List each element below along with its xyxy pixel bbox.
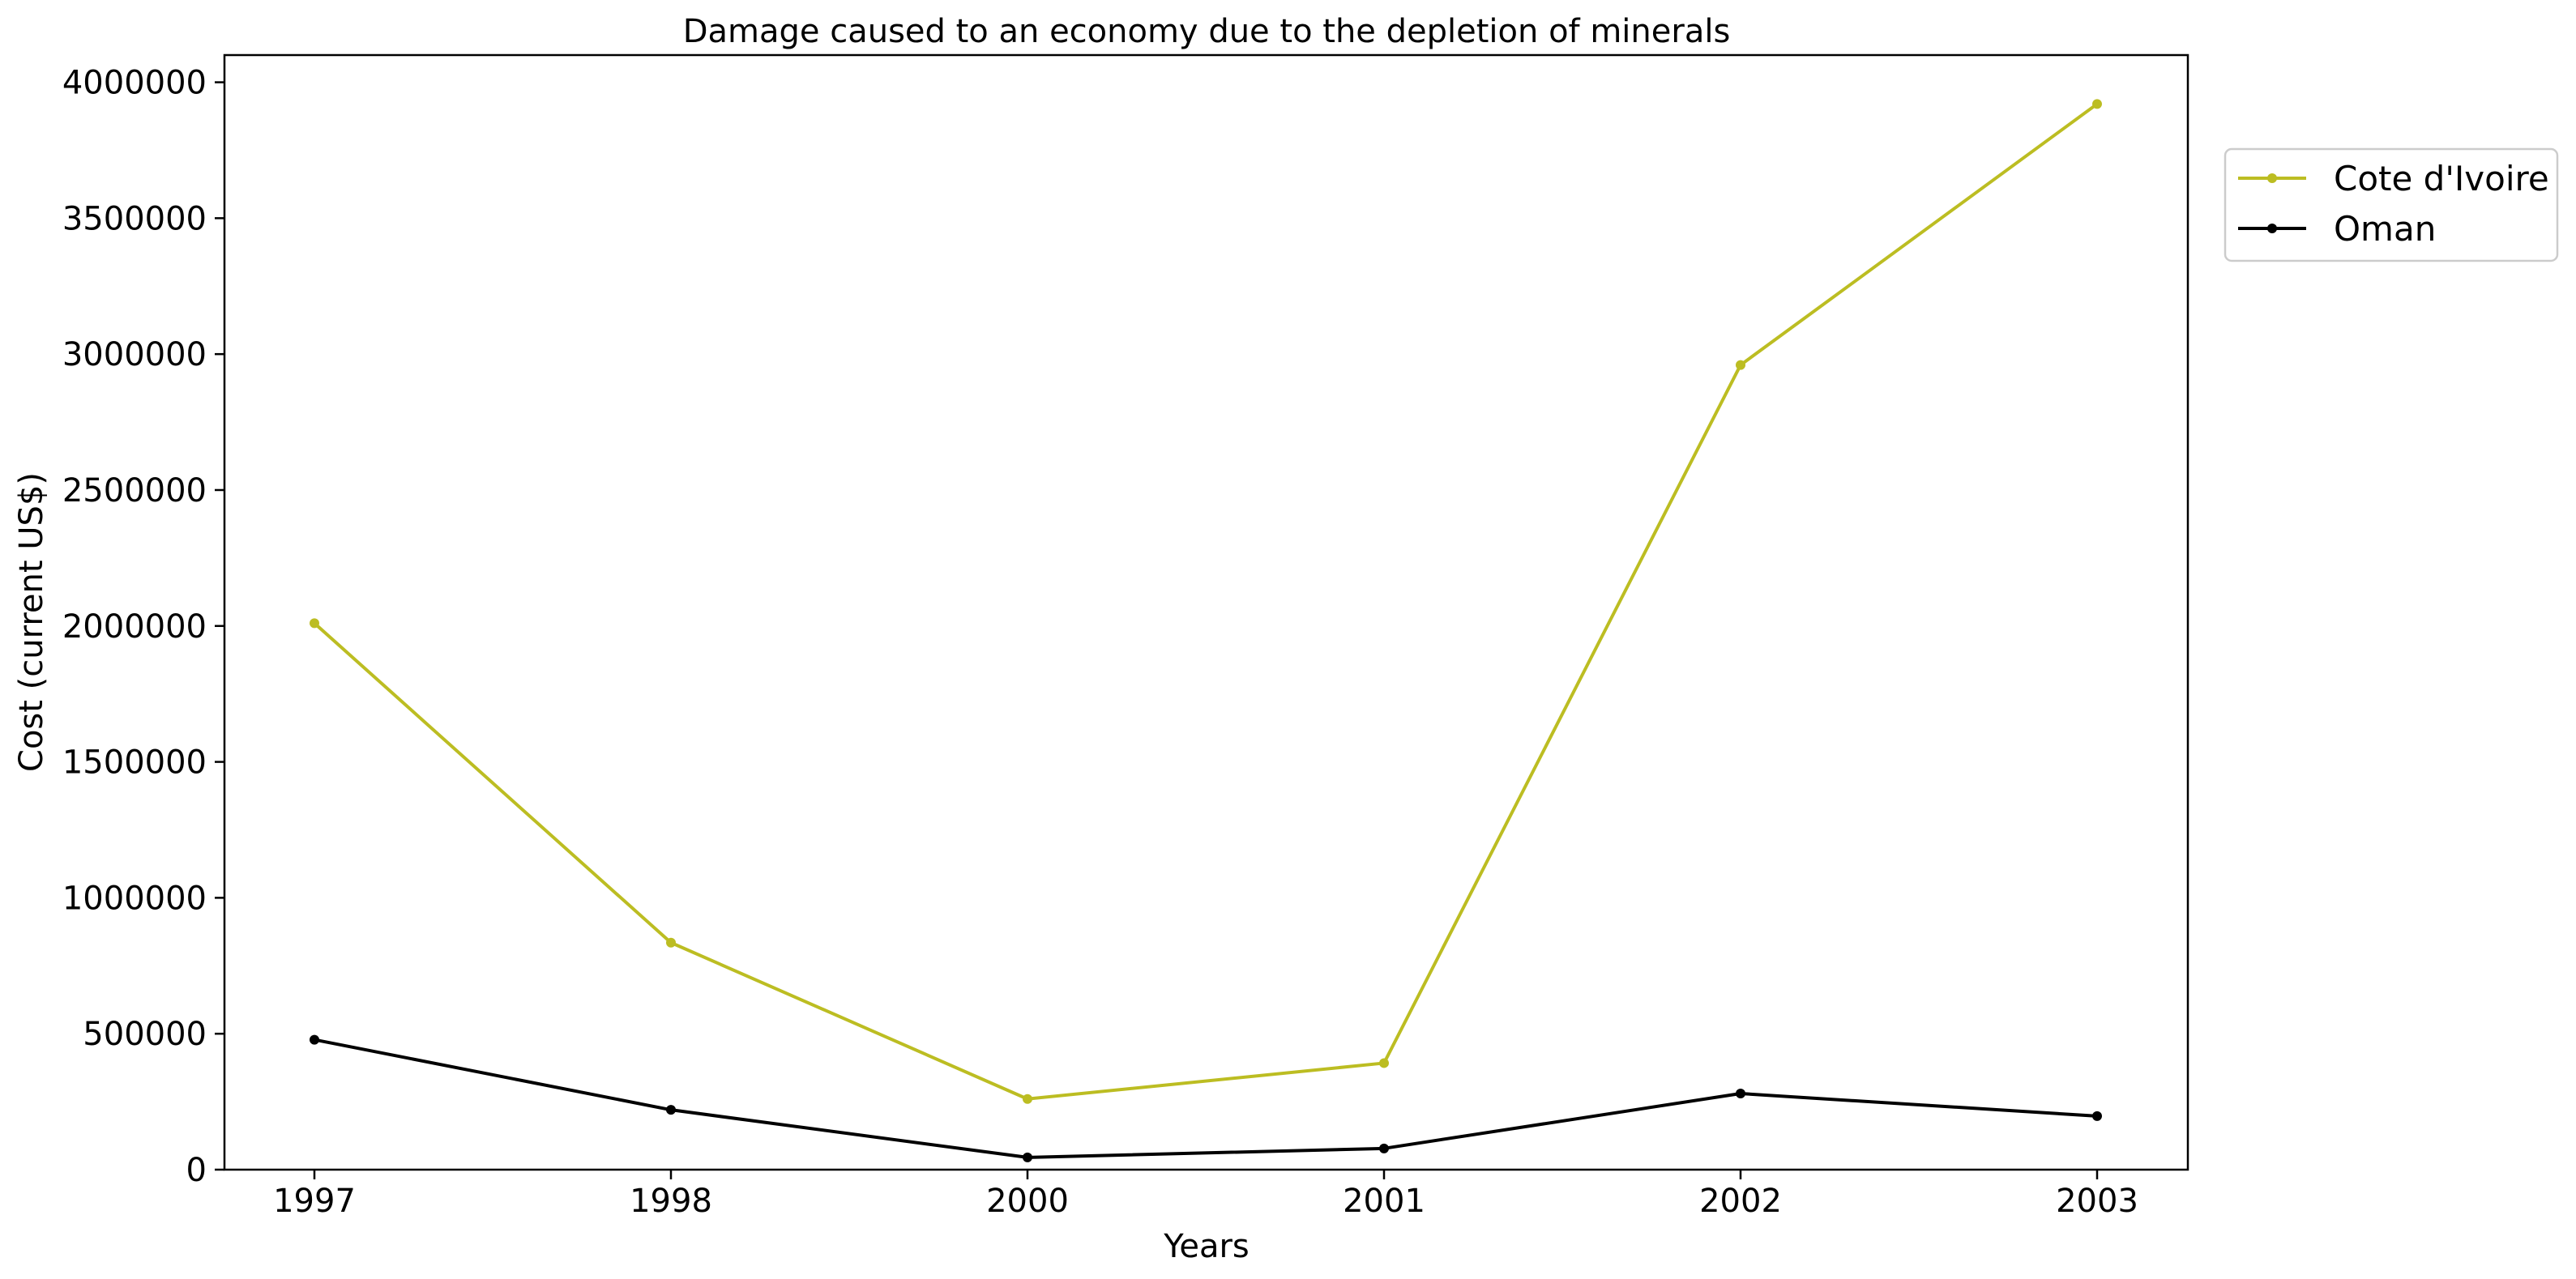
- series-line-oman: [314, 1038, 2098, 1159]
- y-tick-label: 3000000: [62, 336, 207, 373]
- data-point-cote-d-ivoire: [310, 618, 319, 629]
- x-tick-label: 2000: [986, 1183, 1069, 1220]
- legend-marker: [2267, 173, 2277, 183]
- x-tick-label: 2002: [1699, 1183, 1782, 1220]
- x-tick-label: 2001: [1343, 1183, 1425, 1220]
- data-point-cote-d-ivoire: [1379, 1058, 1389, 1068]
- chart-title: Damage caused to an economy due to the d…: [683, 13, 1731, 50]
- y-tick-label: 1500000: [62, 744, 207, 782]
- y-tick-label: 2500000: [62, 472, 207, 509]
- y-tick-label: 4000000: [62, 65, 207, 102]
- legend-box: [2224, 147, 2559, 262]
- y-tick-label: 0: [186, 1152, 207, 1189]
- plot-area: 0 500000 1000000 1500000 2000000 2500000 30000…: [62, 53, 2189, 1220]
- plot-frame: [223, 53, 2189, 1171]
- y-tick-label: 1000000: [62, 880, 207, 917]
- x-axis-label: Years: [1163, 1228, 1250, 1265]
- data-point-oman: [1379, 1143, 1389, 1153]
- legend-marker: [2267, 224, 2277, 233]
- x-tick-label: 2003: [2056, 1183, 2138, 1220]
- data-point-cote-d-ivoire: [1023, 1094, 1032, 1104]
- data-point-oman: [1736, 1089, 1745, 1099]
- data-point-oman: [666, 1105, 676, 1115]
- data-point-cote-d-ivoire: [666, 937, 676, 948]
- legend-label: Oman: [2334, 209, 2436, 249]
- data-point-oman: [1023, 1152, 1032, 1162]
- data-point-cote-d-ivoire: [2092, 99, 2102, 109]
- legend: Cote d'Ivoire Oman: [2224, 147, 2559, 262]
- data-point-cote-d-ivoire: [1736, 360, 1745, 370]
- x-tick-label: 1998: [630, 1183, 712, 1220]
- data-point-oman: [310, 1034, 319, 1045]
- y-axis-label: Cost (current US$): [13, 472, 50, 772]
- y-tick-label: 2000000: [62, 608, 207, 646]
- data-point-oman: [2092, 1111, 2102, 1121]
- series-line-cote-d-ivoire: [313, 102, 2099, 1101]
- y-tick-label: 3500000: [62, 200, 207, 237]
- x-tick-label: 1997: [273, 1183, 356, 1220]
- y-tick-label: 500000: [83, 1016, 207, 1053]
- legend-label: Cote d'Ivoire: [2334, 159, 2549, 198]
